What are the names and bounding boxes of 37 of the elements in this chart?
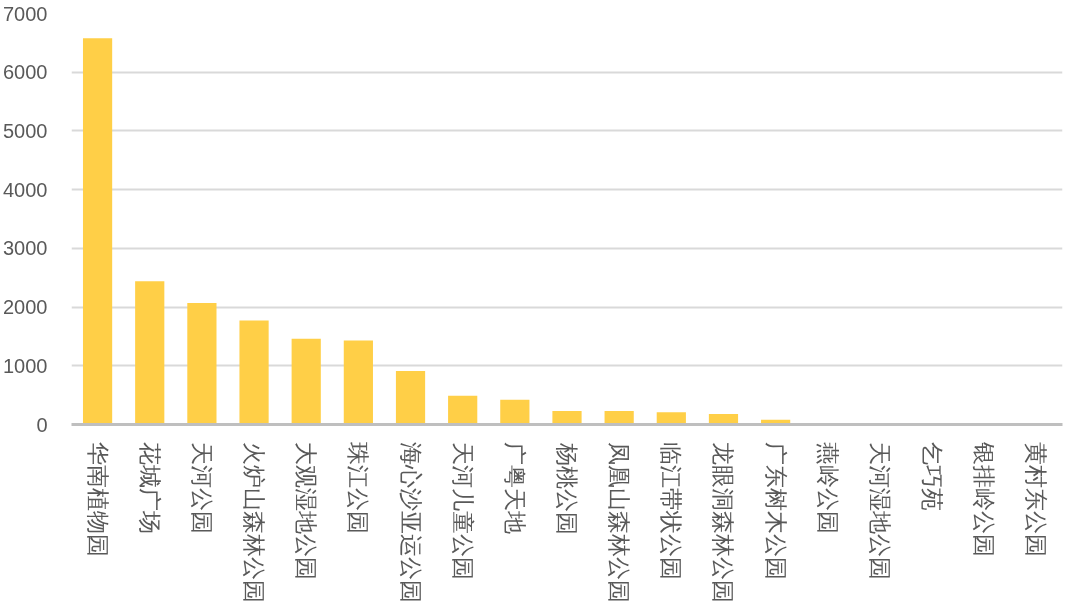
x-tick-label: 凤凰山森林公园 bbox=[606, 442, 633, 604]
bar bbox=[395, 371, 426, 425]
y-tick-label: 0 bbox=[36, 413, 48, 436]
y-tick-label: 1000 bbox=[3, 354, 48, 377]
y-tick-label: 6000 bbox=[3, 61, 48, 84]
x-tick-label: 乞巧苑 bbox=[919, 442, 946, 512]
y-tick-label: 5000 bbox=[3, 119, 48, 142]
x-tick-label: 花城广场 bbox=[136, 442, 163, 535]
bar bbox=[135, 281, 165, 425]
bar bbox=[500, 399, 530, 425]
x-tick-label: 珠江公园 bbox=[345, 442, 372, 535]
y-tick-label: 4000 bbox=[3, 178, 48, 201]
x-tick-label: 银排岭公园 bbox=[971, 441, 998, 558]
bar bbox=[291, 338, 321, 425]
bar bbox=[187, 302, 217, 425]
x-tick-label: 黄村东公园 bbox=[1023, 442, 1050, 558]
x-tick-label: 天河公园 bbox=[188, 442, 215, 535]
y-tick-label: 7000 bbox=[3, 2, 48, 25]
y-tick-label: 3000 bbox=[3, 237, 48, 260]
x-tick-label: 火炉山森林公园 bbox=[241, 442, 268, 604]
bar bbox=[448, 395, 478, 425]
y-tick-label: 2000 bbox=[3, 296, 48, 319]
x-tick-label: 天河儿童公园 bbox=[449, 442, 476, 581]
bar bbox=[239, 320, 269, 425]
x-tick-label: 燕岭公园 bbox=[814, 442, 841, 535]
bar bbox=[343, 340, 373, 425]
x-tick-label: 广东树木公园 bbox=[762, 442, 789, 581]
x-tick-label: 龙眼洞森林公园 bbox=[710, 442, 737, 604]
bar bbox=[82, 38, 113, 425]
x-tick-label: 天河湿地公园 bbox=[866, 442, 893, 581]
x-tick-label: 华南植物园 bbox=[84, 442, 111, 558]
x-tick-label: 临江带状公园 bbox=[658, 442, 685, 581]
bar bbox=[552, 411, 582, 425]
x-tick-label: 广粤天地 bbox=[501, 442, 528, 535]
x-tick-label: 大观湿地公园 bbox=[293, 442, 320, 581]
x-tick-label: 海心沙亚运公园 bbox=[397, 442, 424, 604]
x-tick-label: 杨桃公园 bbox=[554, 441, 580, 535]
